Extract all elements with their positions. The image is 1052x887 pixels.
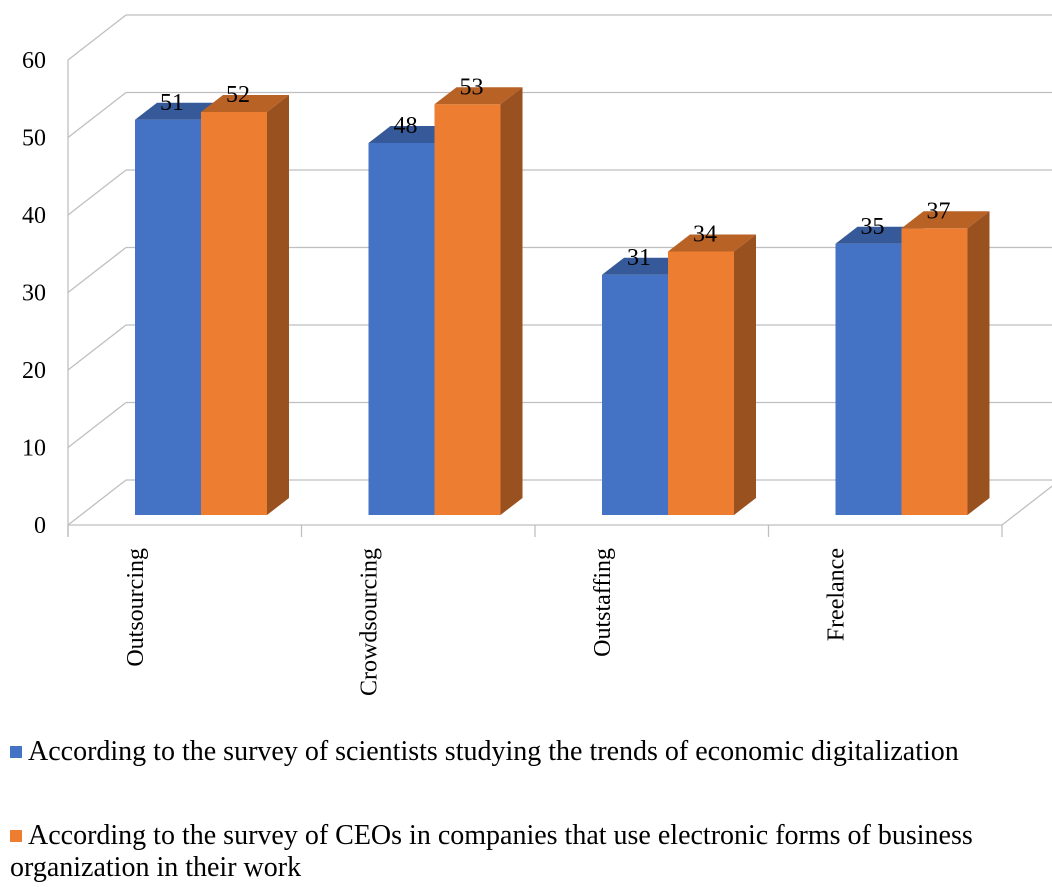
bars <box>135 87 990 515</box>
bar-front <box>602 274 668 515</box>
bar-front <box>668 251 734 515</box>
data-label: 34 <box>693 222 717 248</box>
legend-swatch-series-2 <box>10 830 22 842</box>
data-label: 31 <box>627 245 651 271</box>
legend-swatch-series-1 <box>10 746 22 758</box>
axes <box>67 60 1052 537</box>
gridline-side <box>67 324 127 371</box>
bar-top <box>434 87 523 105</box>
bar-front <box>368 143 435 515</box>
data-label: 53 <box>460 74 484 100</box>
gridline-side <box>67 479 127 526</box>
data-label: 48 <box>394 113 418 139</box>
bar-front <box>835 243 902 515</box>
gridline-side <box>67 401 127 449</box>
legend-entry-series-2: According to the survey of CEOs in compa… <box>10 820 1030 884</box>
tick-labels: 0 10 20 30 40 50 60 Outsourcing Crowdsourcing Out… <box>22 48 849 696</box>
data-label: 52 <box>226 82 250 108</box>
data-label: 35 <box>861 214 885 240</box>
y-tick-label: 10 <box>22 436 46 462</box>
bar-chart: 51 52 48 53 31 34 35 37 0 10 20 30 40 50 60 Outsourcin… <box>22 14 1052 696</box>
legend-label-series-1: According to the survey of scientists st… <box>28 736 959 767</box>
x-tick-label: Crowdsourcing <box>356 548 382 696</box>
gridline-side <box>67 169 127 216</box>
bar-front <box>901 228 968 515</box>
y-tick-label: 20 <box>22 358 46 384</box>
y-tick-label: 60 <box>22 48 46 74</box>
bar-front <box>434 104 501 515</box>
x-tick-label: Outstaffing <box>590 548 616 657</box>
bar-side <box>734 234 756 515</box>
bar-side <box>500 87 523 515</box>
bar-side <box>267 95 289 515</box>
bar-front <box>201 112 267 515</box>
x-tick-label: Freelance <box>823 548 849 641</box>
bar-front <box>135 119 201 515</box>
data-labels: 51 52 48 53 31 34 35 37 <box>160 74 951 271</box>
bar-top <box>201 95 289 112</box>
data-label: 51 <box>160 90 184 116</box>
floor-right-edge <box>1001 485 1052 526</box>
y-tick-label: 50 <box>22 126 46 152</box>
bar-top <box>901 211 990 229</box>
gridline-side <box>67 91 127 139</box>
legend-entry-series-1: According to the survey of scientists st… <box>10 736 1030 768</box>
gridline-side <box>67 14 127 61</box>
y-tick-label: 40 <box>22 203 46 229</box>
y-tick-label: 30 <box>22 281 46 307</box>
gridline-side <box>67 246 127 294</box>
bar-side <box>967 211 990 515</box>
y-tick-label: 0 <box>34 513 46 539</box>
legend-label-series-2: According to the survey of CEOs in compa… <box>10 820 973 883</box>
data-label: 37 <box>927 198 951 224</box>
bar-top <box>668 234 756 252</box>
x-tick-label: Outsourcing <box>123 548 149 667</box>
